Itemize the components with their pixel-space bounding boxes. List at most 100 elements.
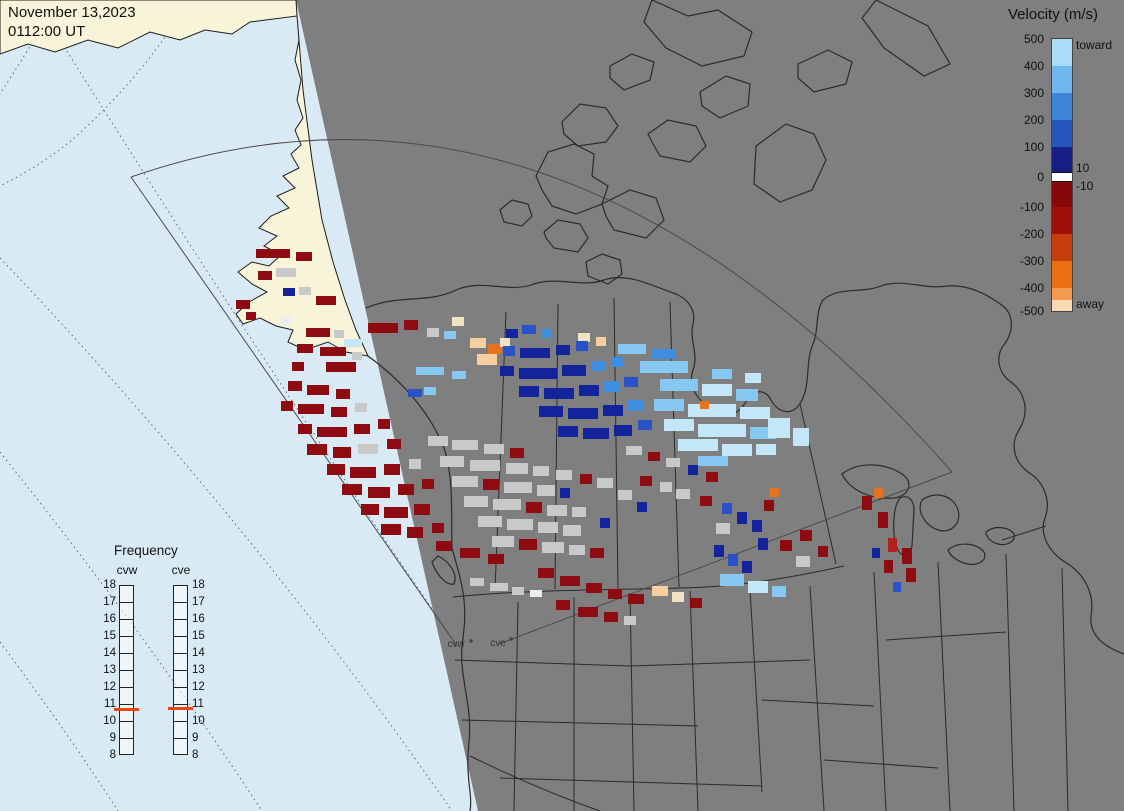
radar-site-label-cve: cve [490,638,506,649]
arctic-islands [499,0,951,285]
velocity-cell [748,581,768,593]
colorbar-tick-label: 500 [1023,32,1044,46]
frequency-legend-title: Frequency [114,543,178,558]
coastlines [365,277,1124,811]
velocity-cell [488,344,502,354]
velocity-cell [538,568,554,578]
velocity-cell [333,447,351,458]
velocity-cell [628,400,644,411]
velocity-cell [770,488,779,497]
velocity-cell [626,446,642,455]
velocity-cell [660,379,698,391]
velocity-cell [556,470,572,480]
velocity-cell [666,458,680,467]
lake-erie [947,543,986,565]
velocity-cell [906,568,916,582]
velocity-cell [772,586,786,597]
velocity-cell [618,344,646,354]
velocity-cell [742,561,752,573]
frequency-tick-label: 9 [109,732,116,744]
radar-site-dot-cvw [469,639,473,643]
colorbar-segment [1052,39,1072,66]
velocity-cell [281,401,293,411]
velocity-cell [728,554,738,566]
frequency-ladder-cell [174,722,187,739]
velocity-cell [648,452,660,461]
frequency-tick-label: 15 [103,630,116,642]
velocity-cell [563,525,581,536]
velocity-cell [326,362,356,372]
velocity-cell [640,476,652,486]
velocity-cell [398,484,414,495]
timestamp-header: November 13,2023 0112:00 UT [8,4,136,42]
velocity-cell [586,583,602,593]
velocity-cell [800,530,812,541]
colorbar-segment [1052,207,1072,234]
velocity-cell [506,329,518,338]
velocity-cell [422,479,434,489]
velocity-cell [576,341,588,351]
velocity-cell [768,418,790,438]
velocity-cell [320,347,346,356]
velocity-cell [258,271,272,280]
velocity-cell [368,487,390,498]
velocity-cell [560,488,570,498]
colorbar-tick-label: -500 [1019,304,1044,318]
velocity-cell [296,252,312,261]
frequency-column-label-cve: cve [171,563,191,577]
colorbar-tick-label: 0 [1037,170,1044,184]
frequency-tick-label: 13 [103,664,116,676]
velocity-cell [334,330,344,338]
velocity-cell [702,384,732,396]
velocity-cell [283,288,295,296]
velocity-cell [736,389,758,401]
velocity-cell [597,478,613,488]
frequency-ladder-cell [174,705,187,722]
frequency-tick-label: 15 [192,630,205,642]
colorbar-segment [1052,147,1072,172]
velocity-cell [444,331,456,339]
frequency-tick-label: 13 [192,664,205,676]
velocity-cell [618,490,632,500]
velocity-cell [452,476,478,487]
velocity-cell [638,420,652,430]
velocity-cell [344,339,362,347]
velocity-cell [893,582,901,592]
velocity-cell [361,504,379,515]
frequency-marker-cvw [114,708,139,712]
frequency-tick-label: 12 [192,681,205,693]
velocity-cell [590,548,604,558]
velocity-cell [874,488,883,498]
velocity-cell [539,406,563,417]
velocity-cell [281,317,291,325]
velocity-cell [688,404,736,417]
velocity-cell [478,516,502,527]
velocity-cell [317,427,347,437]
velocity-cell [720,574,744,586]
velocity-cell [416,367,444,375]
velocity-cell [299,287,311,295]
frequency-ladder-cell [120,654,133,671]
velocity-cell [652,586,668,596]
velocity-cell [583,428,609,439]
colorbar-tick-label: 200 [1023,113,1044,127]
frequency-tick-label: 16 [192,613,205,625]
velocity-cell [608,589,622,599]
lake-ontario [985,526,1015,546]
frequency-tick-label: 17 [192,596,205,608]
velocity-cell [506,463,528,474]
velocity-cell [706,472,718,482]
fov-outline [130,139,953,647]
velocity-cell [654,399,684,411]
velocity-cell [484,444,504,454]
velocity-cell [488,554,504,564]
velocity-cell [556,600,570,610]
velocity-cell [358,444,378,454]
frequency-ladder-cell [174,620,187,637]
velocity-cell [477,354,497,365]
velocity-cell [541,329,551,338]
velocity-cell [572,507,586,517]
velocity-cell [688,465,698,475]
velocity-cell [780,540,792,551]
colorbar-segment [1052,234,1072,261]
